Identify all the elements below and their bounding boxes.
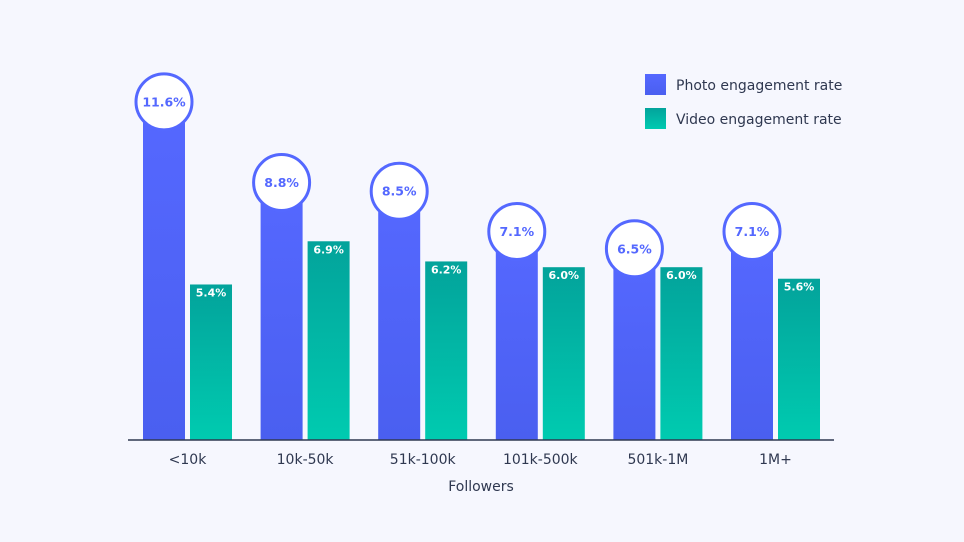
bar-video	[542, 267, 585, 440]
data-label-photo: 6.5%	[617, 241, 652, 256]
legend-swatch-photo	[645, 74, 666, 95]
x-tick-label: 501k-1M	[627, 452, 688, 468]
legend-label-photo: Photo engagement rate	[676, 78, 842, 94]
bar-video	[778, 278, 820, 440]
x-axis-label: Followers	[448, 479, 514, 495]
data-label-video: 5.4%	[196, 286, 227, 299]
bar-video	[307, 241, 350, 440]
x-tick-label: 51k-100k	[390, 452, 457, 468]
x-tick-label: 1M+	[759, 452, 792, 468]
bar-photo	[613, 252, 656, 440]
value-bubble-photo	[604, 219, 664, 279]
data-label-video: 6.0%	[666, 269, 697, 282]
x-tick-label: <10k	[169, 452, 208, 468]
bar-photo	[495, 235, 538, 440]
data-label-video: 6.9%	[313, 243, 344, 256]
bar-photo	[378, 195, 421, 440]
bar-photo	[260, 186, 303, 440]
data-label-video: 6.0%	[549, 269, 580, 282]
data-label-photo: 7.1%	[735, 224, 770, 239]
data-label-video: 5.6%	[784, 281, 815, 294]
value-bubble-photo	[369, 161, 429, 221]
legend-swatch-video	[645, 108, 666, 129]
data-label-video: 6.2%	[431, 263, 462, 276]
legend: Photo engagement rate Video engagement r…	[645, 74, 842, 129]
data-label-photo: 7.1%	[499, 224, 534, 239]
bar-photo	[731, 235, 773, 440]
bar-video	[190, 284, 232, 440]
value-bubble-photo	[722, 202, 782, 262]
value-bubble-photo	[487, 202, 547, 262]
value-bubble-photo	[134, 72, 194, 132]
bar-video	[660, 267, 703, 440]
x-tick-label: 101k-500k	[503, 452, 579, 468]
value-bubble-photo	[252, 153, 312, 213]
data-label-photo: 8.8%	[264, 175, 299, 190]
legend-label-video: Video engagement rate	[676, 112, 842, 128]
bar-photo	[143, 105, 185, 441]
bar-video	[425, 261, 468, 440]
x-tick-label: 10k-50k	[277, 452, 335, 468]
data-label-photo: 11.6%	[142, 94, 186, 109]
data-label-photo: 8.5%	[382, 184, 417, 199]
